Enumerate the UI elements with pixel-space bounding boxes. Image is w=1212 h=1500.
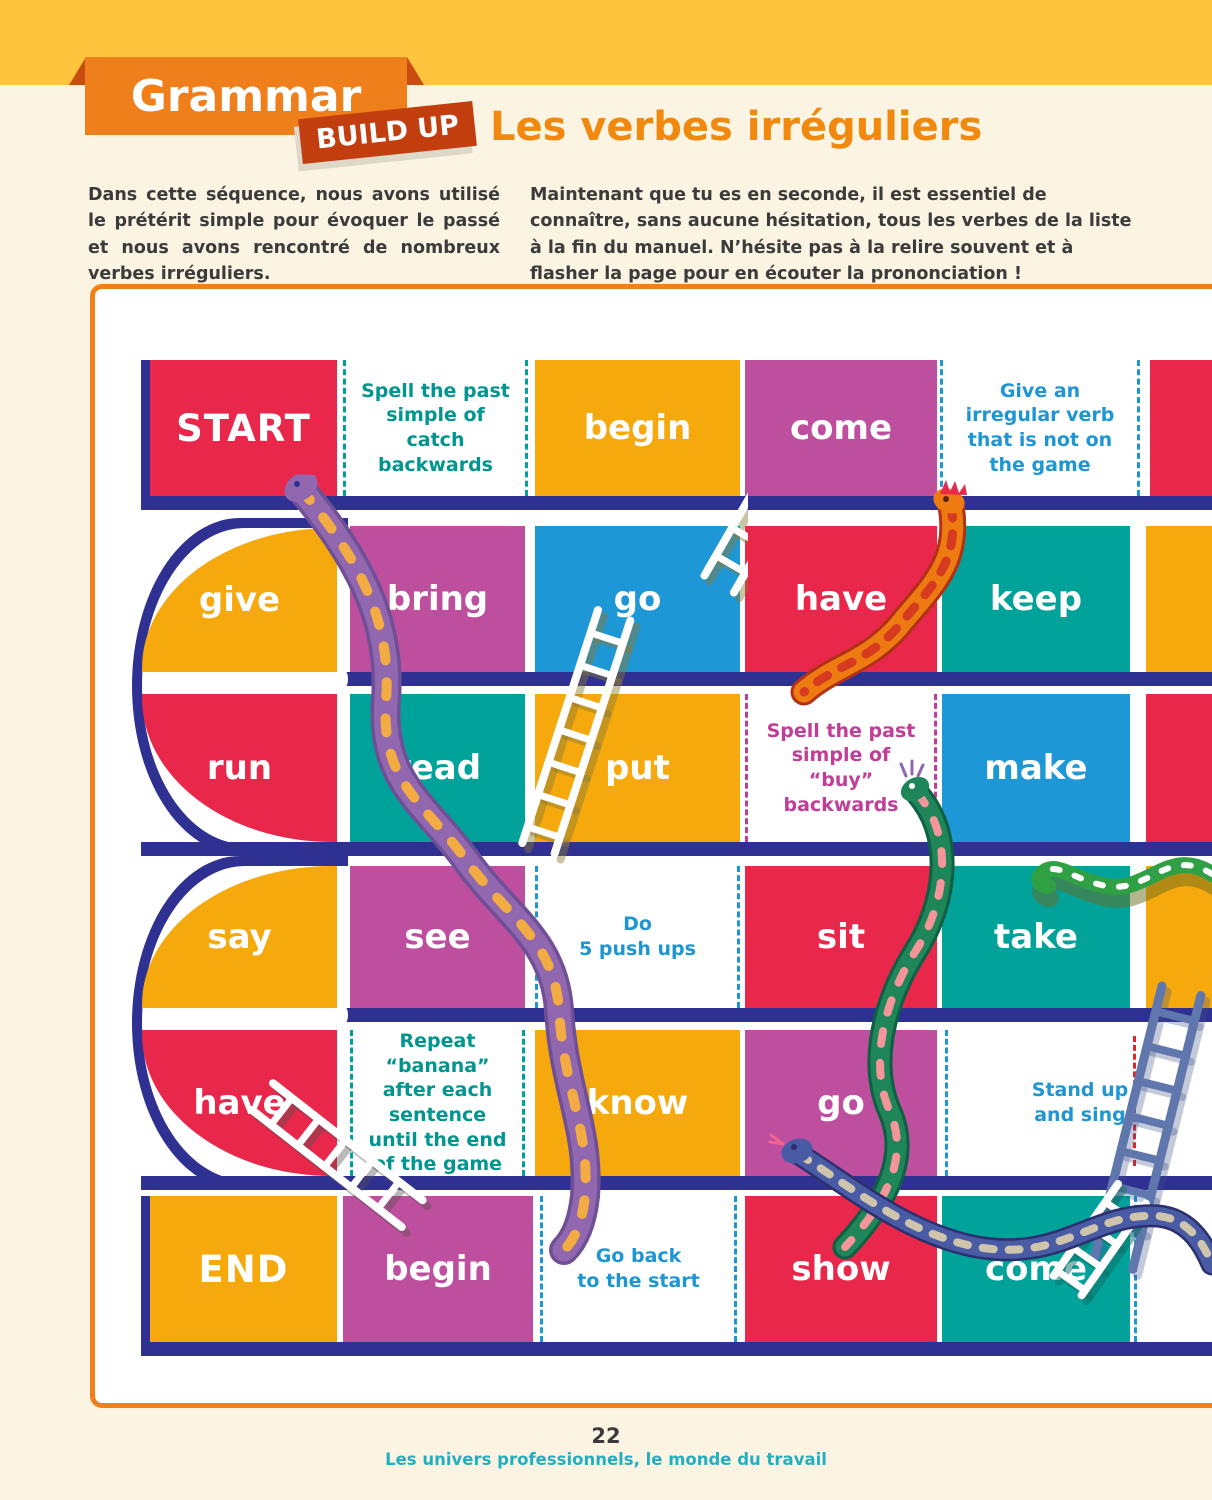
cell-verb-begin: begin: [535, 360, 740, 496]
path-edge: [141, 1196, 151, 1356]
cell-instruction-buy: Spell the past simple of “buy” backwards: [745, 694, 937, 842]
intro-paragraph-right: Maintenant que tu es en seconde, il est …: [530, 185, 1132, 284]
path-edge: [340, 672, 1212, 686]
cell-end: END: [150, 1196, 337, 1342]
section-title: Les univers professionnels, le monde du …: [385, 1450, 827, 1469]
cell-verb-know: know: [535, 1030, 740, 1176]
cell-verb-show: show: [745, 1196, 937, 1342]
cell-verb-come-2: come: [942, 1196, 1130, 1342]
cell-verb-bring: bring: [350, 526, 525, 672]
cell-instruction-banana: Repeat “banana” after each sentence unti…: [350, 1030, 525, 1176]
cell-verb-keep: keep: [942, 526, 1130, 672]
cell-verb-put: put: [535, 694, 740, 842]
cell-verb-go-2: go: [745, 1030, 937, 1176]
page-number: 22: [591, 1424, 621, 1448]
cell-verb-read: read: [350, 694, 525, 842]
cell-instruction-stand: Stand up and sing: [945, 1030, 1212, 1176]
cell-instruction-pushups: Do 5 push ups: [535, 866, 740, 1008]
cell-verb-have: have: [745, 526, 937, 672]
cell-verb-begin-2: begin: [343, 1196, 533, 1342]
cell-verb-make: make: [942, 694, 1130, 842]
cell-instruction-catch: Spell the past simple of catch backwards: [343, 360, 528, 496]
ribbon-fold-left-icon: [69, 57, 86, 85]
cell-verb-come: come: [745, 360, 937, 496]
path-edge: [141, 496, 1212, 510]
cell-edge: [1146, 526, 1212, 672]
red-dashed-line: [1133, 1036, 1136, 1166]
path-edge: [141, 1342, 1212, 1356]
intro-paragraph-left: Dans cette séquence, nous avons utilisé …: [88, 185, 500, 284]
path-edge: [141, 1176, 1212, 1190]
blue-dashed-line: [1134, 1196, 1137, 1342]
path-edge: [141, 360, 151, 510]
cell-start: START: [150, 360, 337, 496]
cell-edge: [1150, 360, 1212, 496]
grammar-ribbon-label: Grammar: [130, 70, 362, 122]
cell-verb-sit: sit: [745, 866, 937, 1008]
path-edge: [340, 1008, 1212, 1022]
cell-verb-take: take: [942, 866, 1130, 1008]
path-edge: [141, 842, 1212, 856]
cell-edge: [1146, 866, 1212, 1008]
cell-instruction-irregular: Give an irregular verb that is not on th…: [940, 360, 1140, 496]
cell-verb-see: see: [350, 866, 525, 1008]
ribbon-fold-right-icon: [407, 57, 424, 85]
cell-edge: [1146, 694, 1212, 842]
cell-verb-go: go: [535, 526, 740, 672]
cell-instruction-goback: Go back to the start: [540, 1196, 737, 1342]
page-title: Les verbes irréguliers: [490, 104, 983, 150]
